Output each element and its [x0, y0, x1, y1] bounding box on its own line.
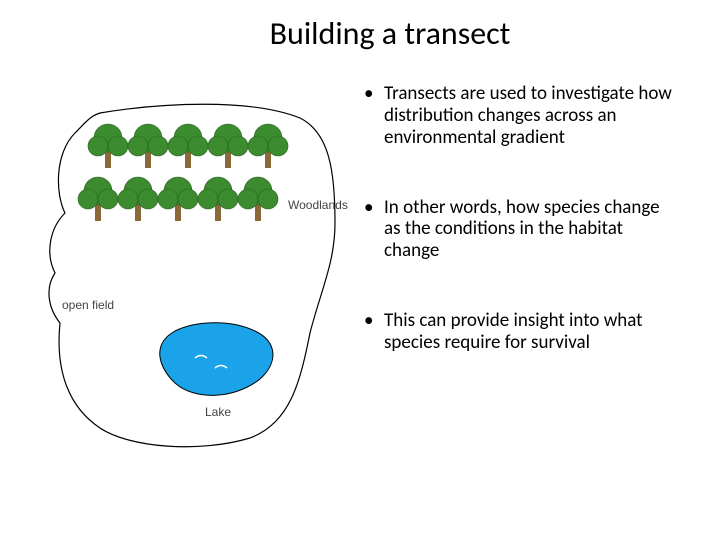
page-title: Building a transect	[0, 0, 720, 53]
lake-label: Lake	[205, 405, 231, 419]
tree-icon	[118, 177, 158, 221]
content-row: Woodlands open field Lake Transects are …	[0, 53, 720, 463]
tree-icon	[248, 124, 288, 168]
tree-icon	[78, 177, 118, 221]
bullet-item: In other words, how species change as th…	[360, 197, 680, 263]
trees-group	[78, 124, 288, 221]
openfield-label: open field	[62, 298, 114, 312]
tree-icon	[238, 177, 278, 221]
bullet-list: Transects are used to investigate how di…	[360, 83, 700, 463]
diagram-svg	[0, 83, 360, 463]
tree-icon	[88, 124, 128, 168]
field-boundary	[49, 104, 335, 446]
habitat-diagram: Woodlands open field Lake	[0, 83, 360, 463]
tree-icon	[168, 124, 208, 168]
bullet-item: Transects are used to investigate how di…	[360, 83, 680, 149]
bullet-item: This can provide insight into what speci…	[360, 310, 680, 354]
tree-icon	[128, 124, 168, 168]
tree-icon	[158, 177, 198, 221]
lake-shape	[160, 323, 273, 396]
woodlands-label: Woodlands	[288, 198, 348, 212]
tree-icon	[208, 124, 248, 168]
tree-icon	[198, 177, 238, 221]
